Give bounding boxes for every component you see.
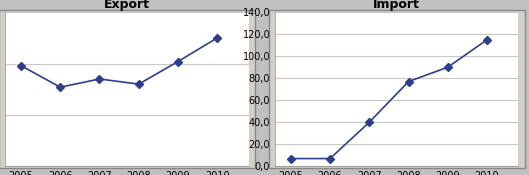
Title: Export: Export: [104, 0, 150, 11]
Title: Import: Import: [373, 0, 420, 11]
